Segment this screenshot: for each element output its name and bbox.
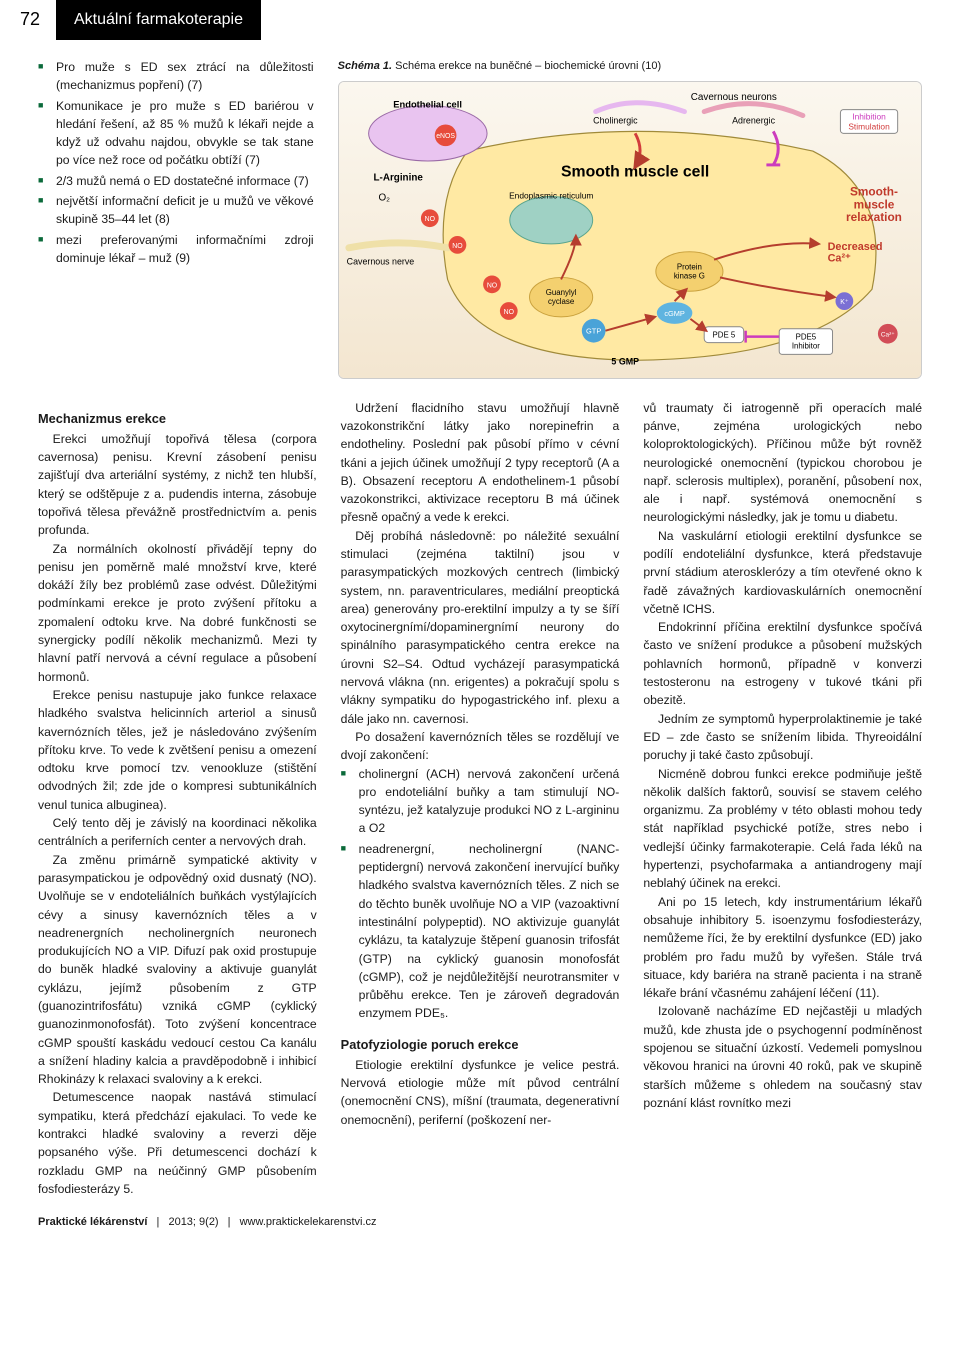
reticulum-label: Endoplasmic reticulum	[509, 190, 593, 200]
heading-mechanizmus: Mechanizmus erekce	[38, 409, 317, 428]
pde5i-label: PDE5Inhibitor	[791, 332, 819, 350]
list-item: cholinergní (ACH) nervová zakončení urče…	[341, 765, 620, 838]
footer-sep: |	[157, 1216, 160, 1228]
five-gmp-label: 5 GMP	[611, 356, 639, 366]
body-paragraph: Udržení flacidního stavu umožňují hlavně…	[341, 399, 620, 527]
k-ion-label: K⁺	[840, 299, 849, 306]
body-paragraph: Endokrinní příčina erektilní dysfunkce s…	[643, 618, 922, 709]
body-paragraph: Za změnu primárně sympatické aktivity v …	[38, 851, 317, 1089]
body-paragraph: Erekce penisu nastupuje jako funkce rela…	[38, 686, 317, 814]
guanylyl-label: Guanylylcyclase	[545, 288, 576, 306]
o2-label: O₂	[378, 192, 390, 203]
ca-ion-label: Ca²⁺	[881, 331, 895, 338]
section-tab: Aktuální farmakoterapie	[56, 0, 261, 40]
intro-bullet-column: Pro muže s ED sex ztrácí na důležitosti …	[38, 58, 314, 279]
figure-label: Schéma 1.	[338, 60, 392, 72]
figure-box: Smooth muscle cell Cavernous neurons Cho…	[338, 81, 922, 379]
protein-kinase-label: Proteinkinase G	[674, 262, 705, 280]
body-paragraph: Děj probíhá následovně: po náležité sexu…	[341, 527, 620, 728]
cholinergic-label: Cholinergic	[593, 115, 638, 125]
list-item: neadrenergní, necholinergní (NANC-peptid…	[341, 840, 620, 1023]
adrenergic-label: Adrenergic	[732, 115, 775, 125]
pde5-label: PDE 5	[712, 330, 735, 339]
stimulation-label: Stimulation	[848, 121, 890, 131]
body-paragraph: Na vaskulární etiologii erektilní dysfun…	[643, 527, 922, 618]
body-paragraph: Po dosažení kavernózních těles se rozděl…	[341, 728, 620, 765]
figure-caption-text: Schéma erekce na buněčné – biochemické ú…	[395, 60, 661, 72]
intro-bullet-list: Pro muže s ED sex ztrácí na důležitosti …	[38, 58, 314, 267]
inhibition-label: Inhibition	[852, 111, 886, 121]
body-column-1: Mechanizmus erekce Erekci umožňují topoř…	[38, 399, 317, 1199]
body-paragraph: Erekci umožňují topořivá tělesa (corpora…	[38, 430, 317, 540]
body-paragraph: Etiologie erektilní dysfunkce je velice …	[341, 1056, 620, 1129]
no-marker: NO	[486, 282, 497, 289]
page-header: 72 Aktuální farmakoterapie	[0, 0, 960, 40]
footer-sep: |	[228, 1216, 231, 1228]
list-item: Komunikace je pro muže s ED bariérou v h…	[38, 97, 314, 170]
cgmp-label: cGMP	[664, 308, 685, 317]
list-item: 2/3 mužů nemá o ED dostatečné informace …	[38, 172, 314, 190]
body-paragraph: Ani po 15 letech, kdy instrumentárium lé…	[643, 893, 922, 1003]
no-marker: NO	[503, 308, 514, 315]
issue: 2013; 9(2)	[168, 1216, 218, 1228]
body-paragraph: Izolovaně nacházíme ED nejčastěji u mlad…	[643, 1002, 922, 1112]
footer: Praktické lékárenství | 2013; 9(2) | www…	[0, 1198, 960, 1231]
zakonceni-list: cholinergní (ACH) nervová zakončení urče…	[341, 765, 620, 1023]
endothelial-label: Endothelial cell	[393, 99, 462, 109]
erection-diagram: Smooth muscle cell Cavernous neurons Cho…	[339, 82, 921, 378]
no-marker: NO	[424, 216, 435, 223]
journal-url: www.praktickelekarenstvi.cz	[240, 1216, 377, 1228]
figure-area: Schéma 1. Schéma erekce na buněčné – bio…	[338, 58, 922, 393]
gtp-label: GTP	[586, 326, 601, 335]
body-paragraph: Nicméně dobrou funkci erekce podmiňuje j…	[643, 765, 922, 893]
body-paragraph: Jedním ze symptomů hyperprolaktinemie je…	[643, 710, 922, 765]
no-marker: NO	[452, 242, 463, 249]
body-paragraph: Za normálních okolností přivádějí tepny …	[38, 540, 317, 686]
smooth-relax-label: Smooth-musclerelaxation	[846, 184, 902, 224]
body-paragraph: Detumescence naopak nastává stimulací sy…	[38, 1088, 317, 1198]
journal-name: Praktické lékárenství	[38, 1216, 147, 1228]
list-item: Pro muže s ED sex ztrácí na důležitosti …	[38, 58, 314, 95]
body-paragraph: Celý tento děj je závislý na koordinaci …	[38, 814, 317, 851]
body-column-3: vů traumaty či iatrogenně při operacích …	[643, 399, 922, 1199]
figure-caption: Schéma 1. Schéma erekce na buněčné – bio…	[338, 58, 922, 75]
body-column-2: Udržení flacidního stavu umožňují hlavně…	[341, 399, 620, 1199]
heading-patofyziologie: Patofyziologie poruch erekce	[341, 1035, 620, 1054]
body-paragraph: vů traumaty či iatrogenně při operacích …	[643, 399, 922, 527]
list-item: největší informační deficit je u mužů ve…	[38, 192, 314, 229]
l-arginine-label: L-Arginine	[373, 172, 423, 183]
enos-label: eNOS	[436, 133, 455, 140]
list-item: mezi preferovanými informačními zdroji d…	[38, 231, 314, 268]
cavernous-nerve-label: Cavernous nerve	[346, 256, 414, 266]
page-number: 72	[20, 6, 40, 33]
cavernous-neurons-label: Cavernous neurons	[690, 91, 776, 102]
